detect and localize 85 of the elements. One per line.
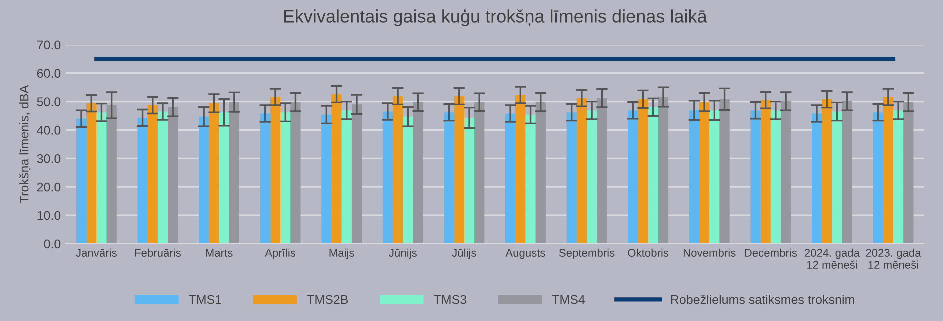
bar bbox=[760, 100, 771, 244]
bar bbox=[658, 97, 669, 244]
bar bbox=[720, 100, 730, 244]
x-tick-label: Marts bbox=[206, 249, 233, 257]
bar bbox=[148, 106, 158, 244]
bar bbox=[260, 114, 270, 244]
bar bbox=[322, 114, 332, 244]
bar bbox=[444, 112, 454, 244]
legend-label: TMS2B bbox=[307, 295, 348, 304]
legend-label: Robežlielums satiksmes troksnim bbox=[671, 294, 854, 304]
x-tick-label: Jūlijs bbox=[452, 248, 476, 260]
x-tick-label: Augusts bbox=[506, 249, 546, 260]
bar bbox=[699, 102, 710, 244]
bar bbox=[536, 102, 546, 244]
x-tick-label: Aprīlis bbox=[265, 248, 296, 260]
x-tick-label: 2023. gada 12 mēneši bbox=[866, 248, 922, 269]
bar bbox=[106, 106, 117, 244]
bar bbox=[280, 112, 291, 244]
bar bbox=[566, 112, 577, 244]
x-tick-label: 2024. gada 12 mēneši bbox=[804, 248, 860, 269]
x-tick-label: Novembris bbox=[684, 248, 736, 257]
y-tick-label: 0.0 bbox=[44, 240, 61, 249]
bar bbox=[842, 102, 852, 244]
bar bbox=[138, 118, 148, 244]
bar bbox=[638, 100, 648, 244]
bar bbox=[689, 110, 700, 244]
bar bbox=[812, 114, 822, 244]
y-tick-label: 70.0 bbox=[37, 40, 61, 50]
x-tick-label: Februāris bbox=[135, 248, 182, 257]
x-tick-label: Septembris bbox=[559, 248, 615, 260]
bar bbox=[648, 107, 658, 244]
bar bbox=[628, 110, 638, 244]
bar bbox=[526, 114, 536, 244]
bar bbox=[454, 96, 464, 244]
x-tick-label: Oktobris bbox=[628, 248, 669, 257]
bar bbox=[352, 104, 362, 244]
bar bbox=[229, 102, 240, 244]
bar bbox=[516, 95, 526, 244]
bar bbox=[168, 107, 178, 244]
bar bbox=[781, 102, 792, 244]
bar bbox=[474, 102, 485, 244]
bar bbox=[904, 102, 914, 244]
y-tick-label: 20.0 bbox=[37, 182, 61, 192]
bar bbox=[883, 97, 894, 244]
legend-label: TMS4 bbox=[552, 295, 586, 304]
x-tick-label: Decembris bbox=[745, 248, 798, 257]
x-tick-label: Janvāris bbox=[76, 248, 117, 257]
bar bbox=[332, 94, 342, 244]
y-tick-label: 40.0 bbox=[37, 126, 61, 135]
bar bbox=[393, 96, 404, 244]
bar bbox=[587, 110, 598, 244]
bar bbox=[342, 110, 352, 244]
bar bbox=[76, 118, 87, 244]
y-tick-label: 30.0 bbox=[37, 154, 61, 164]
chart-title: Ekvivalentais gaisa kuģu trokšņa līmenis dienas laikā bbox=[284, 8, 708, 27]
legend-label: TMS3 bbox=[434, 295, 467, 304]
y-tick-label: 10.0 bbox=[38, 211, 61, 220]
x-tick-label: Maijs bbox=[330, 248, 354, 260]
y-tick-label: 50.0 bbox=[37, 98, 61, 106]
bar bbox=[270, 97, 281, 244]
bar bbox=[710, 110, 720, 244]
bar bbox=[505, 114, 516, 244]
bar bbox=[158, 112, 168, 244]
y-tick-label: 60.0 bbox=[37, 69, 61, 78]
bar bbox=[290, 102, 301, 244]
bar bbox=[750, 110, 761, 244]
bar bbox=[893, 110, 904, 244]
bar bbox=[209, 104, 220, 244]
bar bbox=[597, 98, 608, 244]
bar bbox=[219, 112, 230, 244]
bar bbox=[86, 104, 97, 244]
bar bbox=[199, 116, 210, 244]
bar bbox=[770, 110, 782, 244]
bar bbox=[822, 100, 832, 244]
legend-label: TMS1 bbox=[189, 295, 222, 304]
bar bbox=[403, 116, 414, 244]
bar bbox=[382, 112, 394, 244]
bar bbox=[832, 112, 842, 244]
bar bbox=[873, 112, 884, 244]
bar bbox=[464, 118, 475, 244]
y-axis-title: Trokšņa līmenis, dBA bbox=[20, 85, 32, 204]
bar bbox=[576, 98, 588, 244]
bar bbox=[96, 112, 107, 244]
bar bbox=[413, 102, 424, 244]
x-tick-label: Jūnijs bbox=[389, 248, 417, 260]
